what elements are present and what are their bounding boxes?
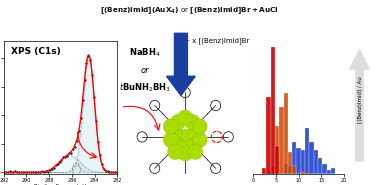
- FancyArrow shape: [167, 33, 195, 95]
- Circle shape: [188, 144, 203, 159]
- Circle shape: [192, 119, 207, 134]
- Circle shape: [168, 144, 183, 159]
- Circle shape: [163, 119, 178, 134]
- Text: or: or: [141, 66, 149, 75]
- Circle shape: [178, 145, 193, 161]
- Bar: [284, 164, 288, 174]
- FancyArrow shape: [349, 49, 370, 161]
- Text: $t$BuNH$_2$BH$_3$: $t$BuNH$_2$BH$_3$: [119, 82, 171, 94]
- Text: + x [(Benz)Imid]Br: + x [(Benz)Imid]Br: [184, 37, 249, 44]
- Bar: [322, 164, 327, 174]
- Text: $\bf{[(Benz)Imid](AuX_4)}$ or $\bf{[(Benz)Imid]Br + AuCl}$: $\bf{[(Benz)Imid](AuX_4)}$ or $\bf{[(Ben…: [99, 6, 279, 16]
- Bar: [318, 158, 322, 174]
- Bar: [271, 166, 275, 174]
- Bar: [314, 150, 318, 174]
- Bar: [310, 142, 314, 174]
- Circle shape: [168, 125, 183, 140]
- Bar: [275, 146, 279, 174]
- Circle shape: [185, 114, 200, 130]
- Bar: [305, 128, 310, 174]
- Bar: [266, 97, 271, 174]
- Bar: [262, 168, 266, 174]
- Bar: [327, 170, 331, 174]
- Text: [(Benz)Imid] / Au: [(Benz)Imid] / Au: [358, 77, 363, 123]
- Bar: [288, 152, 292, 174]
- Circle shape: [178, 110, 193, 125]
- Bar: [292, 142, 296, 174]
- X-axis label: Diameter / nm: Diameter / nm: [276, 184, 322, 185]
- Bar: [271, 47, 275, 174]
- Circle shape: [192, 132, 207, 148]
- Bar: [266, 172, 271, 174]
- Bar: [279, 107, 284, 174]
- Bar: [292, 166, 296, 174]
- Bar: [288, 166, 292, 174]
- Circle shape: [170, 114, 186, 130]
- Circle shape: [183, 139, 198, 155]
- Bar: [331, 168, 335, 174]
- Circle shape: [188, 125, 203, 140]
- Bar: [301, 150, 305, 174]
- Circle shape: [163, 132, 178, 148]
- Text: NaBH$_4$: NaBH$_4$: [129, 46, 161, 59]
- Bar: [275, 172, 279, 174]
- Text: XPS (C1s): XPS (C1s): [11, 47, 60, 56]
- Bar: [275, 126, 279, 174]
- Bar: [301, 172, 305, 174]
- Circle shape: [178, 129, 193, 145]
- X-axis label: Binding Energy / eV: Binding Energy / eV: [34, 184, 87, 185]
- Circle shape: [172, 139, 187, 155]
- Bar: [296, 148, 301, 174]
- Bar: [284, 93, 288, 174]
